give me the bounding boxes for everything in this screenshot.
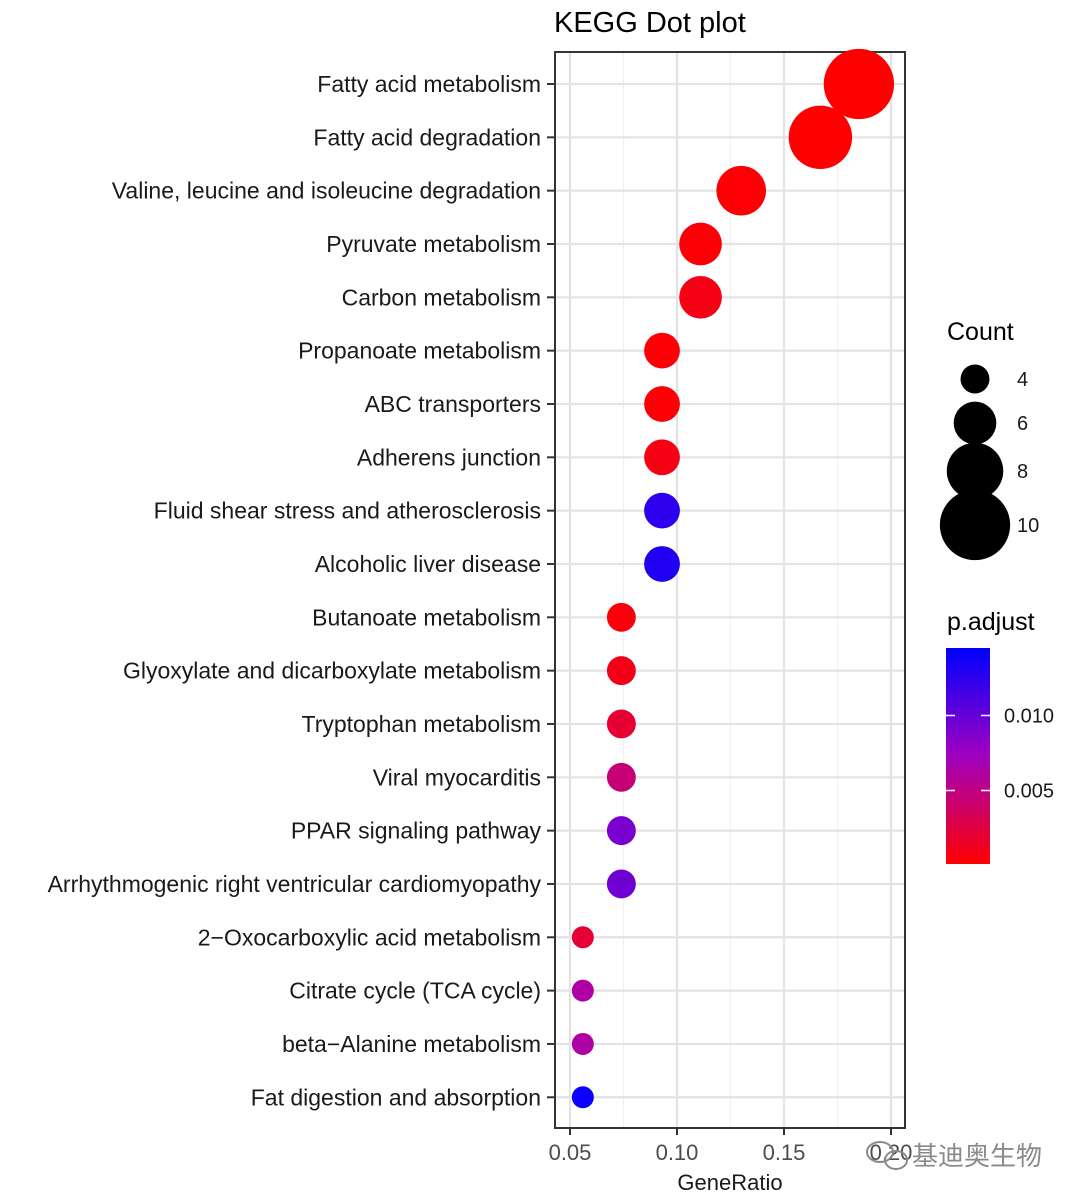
count-legend-label: 10 xyxy=(1017,515,1039,537)
y-tick-label: Glyoxylate and dicarboxylate metabolism xyxy=(123,658,541,684)
count-legend-dot xyxy=(960,364,990,394)
y-tick-label: Tryptophan metabolism xyxy=(302,711,541,737)
data-point xyxy=(606,762,636,792)
y-tick-label: Arrhythmogenic right ventricular cardiom… xyxy=(48,871,542,897)
data-point xyxy=(571,979,594,1002)
y-tick-label: Pyruvate metabolism xyxy=(326,231,541,257)
data-point xyxy=(606,816,636,846)
y-tick-label: Carbon metabolism xyxy=(342,284,541,310)
y-tick-label: Viral myocarditis xyxy=(373,764,541,790)
count-legend-dot xyxy=(953,401,997,445)
y-tick-label: beta−Alanine metabolism xyxy=(282,1031,541,1057)
data-point xyxy=(716,165,766,216)
watermark: 基迪奥生物 xyxy=(866,1141,1042,1171)
colorbar-label: 0.005 xyxy=(1004,781,1054,803)
data-point xyxy=(644,386,680,422)
data-point xyxy=(571,1032,594,1055)
data-point xyxy=(823,48,895,120)
count-legend-dot xyxy=(939,489,1011,561)
x-axis: 0.05 0.10 0.15 0.20 xyxy=(549,1128,912,1165)
data-point xyxy=(606,869,636,899)
count-legend-label: 8 xyxy=(1017,461,1028,483)
wechat-icon xyxy=(866,1141,908,1170)
y-tick-label: Fatty acid degradation xyxy=(313,124,541,150)
data-point xyxy=(644,332,680,369)
y-tick-label: Valine, leucine and isoleucine degradati… xyxy=(112,178,541,204)
y-tick-label: 2−Oxocarboxylic acid metabolism xyxy=(198,924,541,950)
watermark-text: 基迪奥生物 xyxy=(912,1141,1042,1171)
data-point xyxy=(788,105,853,170)
x-axis-title: GeneRatio xyxy=(677,1170,782,1195)
data-point xyxy=(606,656,636,686)
data-point xyxy=(571,926,594,949)
y-tick-label: Fatty acid metabolism xyxy=(317,71,541,97)
data-point xyxy=(606,709,636,739)
count-legend-title: Count xyxy=(947,318,1014,346)
count-legend-dot xyxy=(946,442,1004,500)
chart-title: KEGG Dot plot xyxy=(554,7,746,39)
p-adjust-colorbar xyxy=(946,648,990,864)
count-legend-label: 4 xyxy=(1017,369,1028,391)
y-axis-labels: Fatty acid metabolism Fatty acid degradat… xyxy=(48,71,555,1110)
y-tick-label: Citrate cycle (TCA cycle) xyxy=(289,978,541,1004)
x-tick-label: 0.05 xyxy=(549,1140,592,1165)
y-tick-label: Fluid shear stress and atherosclerosis xyxy=(154,498,541,524)
y-tick-label: Propanoate metabolism xyxy=(298,338,541,364)
y-tick-label: PPAR signaling pathway xyxy=(291,818,542,844)
plot-panel xyxy=(554,51,906,1129)
count-legend-label: 6 xyxy=(1017,413,1028,435)
plot-border xyxy=(554,51,906,1129)
colorbar-label: 0.010 xyxy=(1004,706,1054,728)
y-tick-label: Butanoate metabolism xyxy=(312,604,541,630)
p-adjust-legend-title: p.adjust xyxy=(947,608,1035,636)
p-adjust-legend: p.adjust 0.005 0.010 xyxy=(946,608,1054,864)
x-tick-label: 0.10 xyxy=(656,1140,699,1165)
data-point xyxy=(571,1086,594,1109)
data-point xyxy=(644,439,680,476)
y-tick-label: Adherens junction xyxy=(357,444,541,470)
y-tick-label: Fat digestion and absorption xyxy=(251,1084,541,1110)
data-points xyxy=(571,48,895,1109)
y-tick-label: Alcoholic liver disease xyxy=(315,551,541,577)
data-point xyxy=(644,492,680,529)
count-legend: Count 4 6 8 10 xyxy=(939,318,1039,561)
data-point xyxy=(606,602,636,632)
x-tick-label: 0.15 xyxy=(763,1140,806,1165)
y-tick-label: ABC transporters xyxy=(365,391,541,417)
data-point xyxy=(644,546,680,582)
data-point xyxy=(679,275,722,319)
data-point xyxy=(679,222,722,266)
